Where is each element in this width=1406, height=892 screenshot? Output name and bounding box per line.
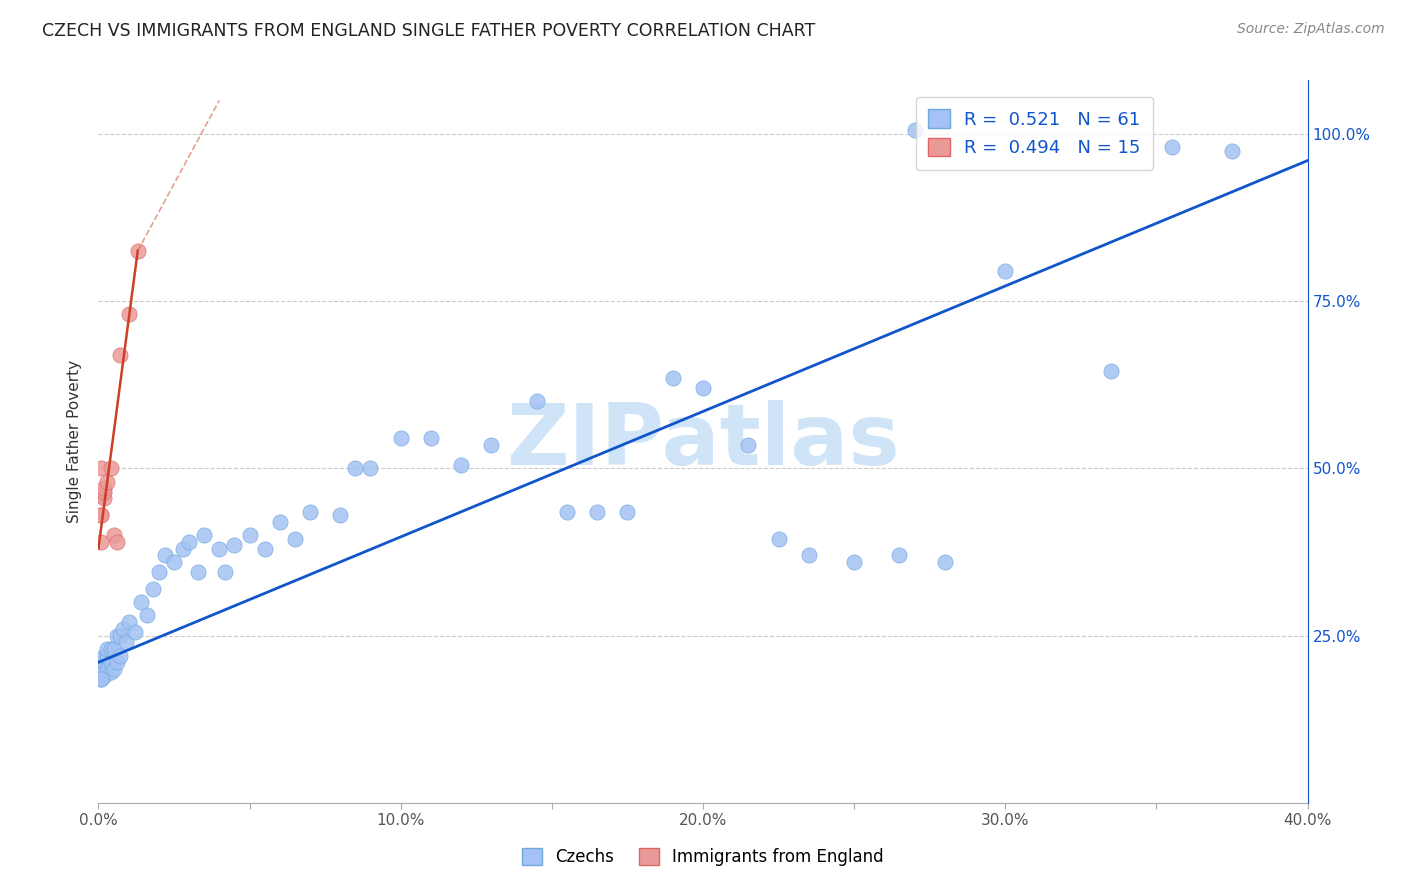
Y-axis label: Single Father Poverty: Single Father Poverty: [67, 360, 83, 523]
Point: [118, 615, 141, 630]
Point: [100, 655, 122, 669]
Point: [253, 541, 276, 556]
Point: [103, 642, 125, 657]
Point: [1160, 140, 1182, 154]
Point: [129, 595, 152, 609]
Point: [344, 461, 367, 475]
Point: [555, 505, 578, 519]
Point: [661, 371, 683, 385]
Point: [105, 628, 128, 642]
Point: [93, 648, 115, 663]
Point: [239, 528, 262, 542]
Point: [934, 555, 956, 569]
Point: [96, 662, 118, 676]
Point: [420, 431, 443, 445]
Point: [93, 662, 115, 676]
Point: [124, 625, 146, 640]
Point: [103, 528, 125, 542]
Point: [127, 244, 149, 258]
Point: [797, 548, 820, 563]
Point: [889, 548, 911, 563]
Point: [90, 672, 112, 686]
Point: [284, 532, 307, 546]
Point: [994, 264, 1017, 278]
Point: [224, 538, 246, 552]
Point: [142, 582, 165, 596]
Point: [93, 482, 115, 496]
Point: [153, 548, 176, 563]
Point: [118, 307, 141, 322]
Point: [187, 565, 209, 579]
Point: [692, 381, 714, 395]
Text: ZIPatlas: ZIPatlas: [506, 400, 900, 483]
Point: [100, 642, 122, 657]
Point: [269, 515, 291, 529]
Legend: R =  0.521   N = 61, R =  0.494   N = 15: R = 0.521 N = 61, R = 0.494 N = 15: [915, 96, 1153, 169]
Point: [299, 505, 322, 519]
Point: [90, 508, 112, 523]
Point: [93, 491, 115, 506]
Point: [93, 484, 115, 499]
Point: [586, 505, 609, 519]
Text: CZECH VS IMMIGRANTS FROM ENGLAND SINGLE FATHER POVERTY CORRELATION CHART: CZECH VS IMMIGRANTS FROM ENGLAND SINGLE …: [42, 22, 815, 40]
Point: [163, 555, 186, 569]
Point: [329, 508, 352, 523]
Point: [193, 528, 215, 542]
Point: [108, 628, 131, 642]
Point: [96, 648, 118, 663]
Point: [135, 608, 157, 623]
Point: [616, 505, 638, 519]
Point: [737, 438, 759, 452]
Point: [360, 461, 382, 475]
Point: [1099, 364, 1122, 378]
Point: [481, 438, 503, 452]
Point: [100, 665, 122, 680]
Point: [114, 635, 136, 649]
Point: [105, 655, 128, 669]
Point: [90, 662, 112, 676]
Point: [100, 461, 122, 475]
Point: [90, 672, 112, 686]
Point: [90, 665, 112, 680]
Point: [768, 532, 790, 546]
Point: [108, 648, 131, 663]
Point: [450, 458, 472, 472]
Point: [214, 565, 236, 579]
Point: [179, 534, 201, 549]
Point: [111, 622, 134, 636]
Point: [96, 475, 118, 489]
Point: [1220, 144, 1243, 158]
Point: [904, 123, 927, 137]
Point: [148, 565, 170, 579]
Text: Source: ZipAtlas.com: Source: ZipAtlas.com: [1237, 22, 1385, 37]
Point: [90, 508, 112, 523]
Point: [90, 534, 112, 549]
Point: [389, 431, 412, 445]
Point: [93, 669, 115, 683]
Point: [172, 541, 194, 556]
Point: [526, 394, 548, 409]
Point: [844, 555, 866, 569]
Point: [90, 652, 112, 666]
Point: [90, 461, 112, 475]
Point: [103, 662, 125, 676]
Point: [108, 348, 131, 362]
Point: [90, 488, 112, 502]
Point: [96, 642, 118, 657]
Legend: Czechs, Immigrants from England: Czechs, Immigrants from England: [513, 840, 893, 875]
Point: [208, 541, 231, 556]
Point: [93, 655, 115, 669]
Point: [105, 534, 128, 549]
